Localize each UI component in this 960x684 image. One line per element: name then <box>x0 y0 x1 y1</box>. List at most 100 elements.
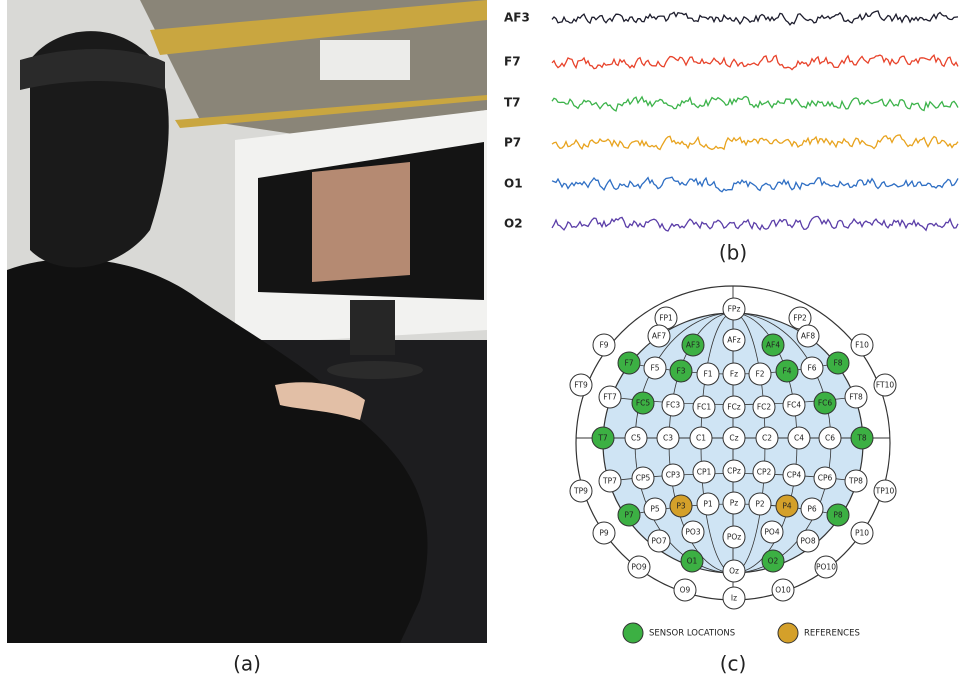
electrode <box>722 328 746 352</box>
photo <box>7 0 487 643</box>
electrode-label: FC5 <box>636 399 651 408</box>
electrode <box>592 333 616 357</box>
electrode-label: F1 <box>703 370 712 379</box>
electrode-label: C3 <box>663 434 673 443</box>
electrode <box>782 463 806 487</box>
electrode-label: FC3 <box>666 401 681 410</box>
legend-label: SENSOR LOCATIONS <box>649 629 735 639</box>
electrode <box>775 494 799 518</box>
electrode <box>689 426 713 450</box>
electrode-label: C4 <box>794 434 804 443</box>
electrode-label: F4 <box>782 367 791 376</box>
electrode-label: FT8 <box>849 393 863 402</box>
electrode <box>696 362 720 386</box>
electrode <box>771 578 795 602</box>
panel-label: (c) <box>720 652 747 676</box>
electrode <box>748 362 772 386</box>
electrode <box>647 529 671 553</box>
electrode-label: P2 <box>755 500 765 509</box>
electrode-label: Oz <box>729 567 739 576</box>
air-conditioner <box>320 40 410 80</box>
electrode <box>680 549 704 573</box>
electrode <box>755 426 779 450</box>
electrode <box>850 521 874 545</box>
monitor-stand <box>350 300 395 355</box>
person-body <box>7 258 428 643</box>
electrode-label: PO4 <box>764 528 779 537</box>
electrode-label: PO10 <box>816 563 836 572</box>
electrode <box>722 362 746 386</box>
eeg-trace <box>551 53 959 71</box>
electrode-label: F5 <box>650 364 659 373</box>
electrode <box>818 426 842 450</box>
electrode-label: FC1 <box>697 403 712 412</box>
electrode-label: TP9 <box>573 487 588 496</box>
electrode <box>796 324 820 348</box>
electrode-label: P3 <box>676 502 686 511</box>
channel-label: O2 <box>504 217 523 231</box>
electrode-label: F7 <box>624 359 633 368</box>
electrode-label: C6 <box>825 434 835 443</box>
electrode <box>661 463 685 487</box>
electrode <box>692 460 716 484</box>
electrode <box>696 492 720 516</box>
channel-label: F7 <box>504 55 521 69</box>
electrode <box>569 373 593 397</box>
electrode-label: Fz <box>730 370 738 379</box>
electrode-label: FP2 <box>793 314 807 323</box>
electrode-label: TP8 <box>848 477 863 486</box>
electrode-label: CP2 <box>757 468 772 477</box>
electrode <box>669 359 693 383</box>
electrode <box>592 521 616 545</box>
ceiling-frame <box>175 95 487 128</box>
electrode <box>631 391 655 415</box>
electrode-label: FCz <box>727 403 741 412</box>
electrode <box>661 393 685 417</box>
electrode-label: F2 <box>755 370 764 379</box>
electrode-label: O2 <box>768 557 779 566</box>
electrode <box>598 385 622 409</box>
electrode-label: AF4 <box>766 341 780 350</box>
electrode-label: CP5 <box>636 474 651 483</box>
electrode <box>826 503 850 527</box>
electrode <box>627 555 651 579</box>
electrode-label: F9 <box>599 341 608 350</box>
electrode-label: FC6 <box>818 399 833 408</box>
electrode <box>598 469 622 493</box>
electrode <box>722 559 746 583</box>
electrode <box>722 491 746 515</box>
eeg-trace <box>551 134 959 151</box>
electrode-label: Iz <box>731 594 737 603</box>
electrode <box>752 395 776 419</box>
channel-label: AF3 <box>504 11 530 25</box>
electrode <box>873 373 897 397</box>
electrode <box>681 333 705 357</box>
electrode-label: P5 <box>650 505 660 514</box>
electrode <box>800 497 824 521</box>
electrode <box>647 324 671 348</box>
electrode <box>624 426 648 450</box>
monitor-screen <box>312 162 410 282</box>
eeg-trace <box>551 176 959 193</box>
electrode-label: FT10 <box>876 381 895 390</box>
channel-label: O1 <box>504 177 523 191</box>
electrode <box>850 333 874 357</box>
electrode <box>681 520 705 544</box>
electrode <box>722 586 746 610</box>
electrode <box>787 426 811 450</box>
electrode-label: FP1 <box>659 314 673 323</box>
electrode <box>826 351 850 375</box>
electrode-label: FT7 <box>603 393 617 402</box>
electrode-label: C5 <box>631 434 641 443</box>
legend-swatch <box>622 622 644 644</box>
electrode <box>844 385 868 409</box>
electrode-label: P6 <box>807 505 817 514</box>
electrode-label: Pz <box>730 499 739 508</box>
electrode-label: P10 <box>855 529 869 538</box>
electrode-label: PO8 <box>800 537 815 546</box>
electrode-label: FT9 <box>574 381 588 390</box>
ceiling-frame <box>150 0 487 55</box>
electrode-label: T7 <box>597 434 608 443</box>
